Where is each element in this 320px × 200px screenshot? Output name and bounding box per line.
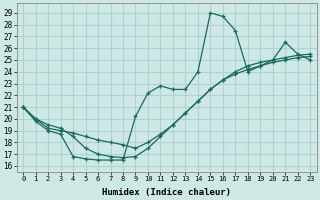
X-axis label: Humidex (Indice chaleur): Humidex (Indice chaleur) <box>102 188 231 197</box>
